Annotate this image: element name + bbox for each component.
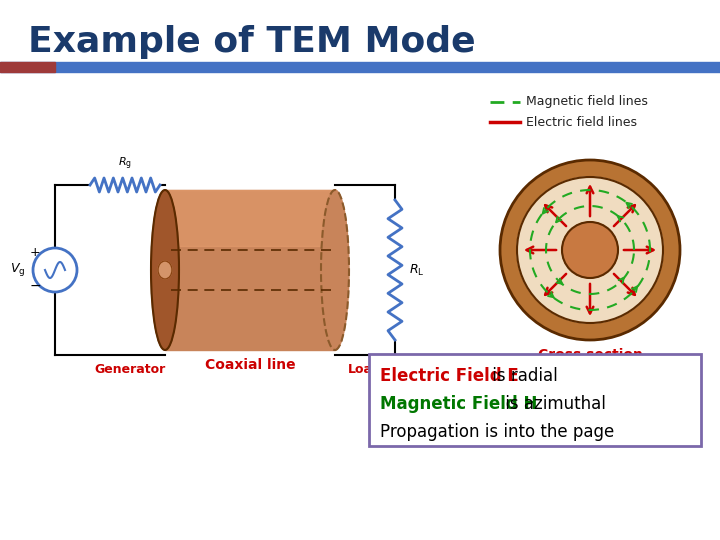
Text: Load: Load [348,363,382,376]
Text: Generator: Generator [94,363,166,376]
Text: is azimuthal: is azimuthal [500,395,606,413]
Text: Electric Field E: Electric Field E [380,367,518,385]
Text: $R_{\rm g}$: $R_{\rm g}$ [118,156,132,172]
Bar [0,62,55,72]
Text: is radial: is radial [487,367,558,385]
Polygon shape [165,190,335,350]
FancyBboxPatch shape [369,354,701,446]
Text: +: + [30,246,40,260]
Ellipse shape [151,190,179,350]
Ellipse shape [321,190,349,350]
Circle shape [517,177,663,323]
Ellipse shape [158,261,172,279]
Text: $R_{\rm L}$: $R_{\rm L}$ [409,262,425,278]
Text: Propagation is into the page: Propagation is into the page [380,423,614,441]
Polygon shape [165,190,335,246]
Circle shape [33,248,77,292]
Circle shape [500,160,680,340]
Text: Coaxial line: Coaxial line [204,358,295,372]
Bar [0,62,720,72]
Text: $V_{\rm g}$: $V_{\rm g}$ [9,261,25,279]
Text: −: − [30,279,41,293]
Circle shape [562,222,618,278]
Text: Electric field lines: Electric field lines [526,116,637,129]
Text: Cross section: Cross section [538,348,642,362]
Text: Magnetic Field H: Magnetic Field H [380,395,537,413]
Text: Example of TEM Mode: Example of TEM Mode [28,25,476,59]
Text: Magnetic field lines: Magnetic field lines [526,96,648,109]
